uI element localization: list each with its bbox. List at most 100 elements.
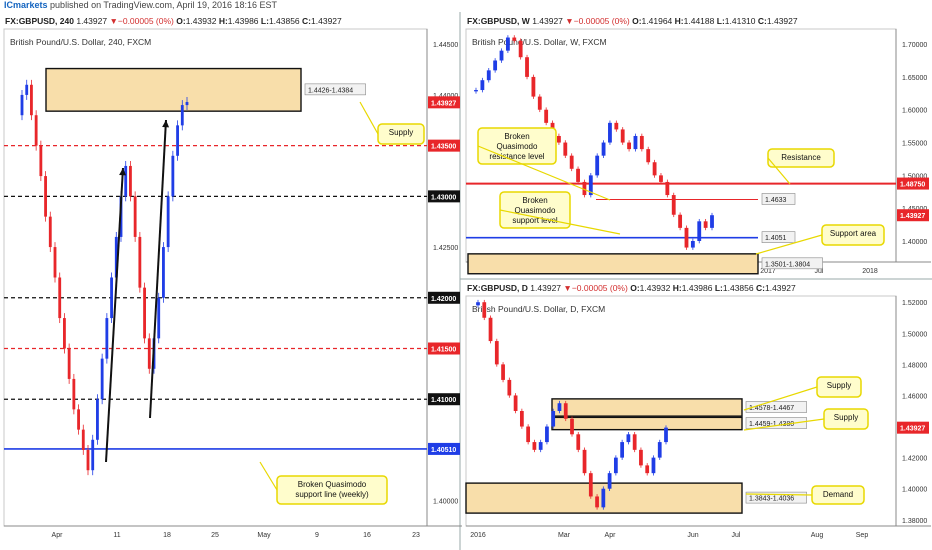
h4-candle-body [133,196,137,237]
daily-zone [465,482,743,514]
weekly-candle-body [646,149,651,163]
daily-supply-callout-2: Supply [834,413,858,422]
h4-x-tick-label: May [257,532,271,539]
daily-candle-body [651,457,656,474]
weekly-level-axis-badge [897,177,929,190]
weekly-candle-body [690,240,695,248]
h4-candle-body [63,318,66,349]
daily-y-tick-label: 1.48000 [902,362,927,369]
daily-y-tick-label: 1.42000 [902,456,927,463]
weekly-candle-body [684,227,689,248]
daily-candle-body [513,395,518,411]
weekly-y-tick-label: 1.50000 [902,173,927,180]
weekly-x-tick-label: 2018 [862,268,878,275]
weekly-level-label-box [761,231,796,243]
weekly-candle-body [697,221,702,241]
daily-candle-body [526,426,531,443]
h4-x-tick-label: 9 [315,532,319,539]
h4-x-tick-label: 25 [211,532,219,539]
h4-candle-body [176,125,179,156]
h4-supply-callout: Supply [389,128,413,137]
weekly-y-tick-label: 1.55000 [902,141,927,148]
weekly-candle-body [474,90,478,92]
h4-candle-body [91,439,95,471]
h4-candle-body [147,338,151,369]
daily-candle-body [620,442,625,458]
weekly-header: FX:GBPUSD, W 1.43927 ▼−0.00005 (0%) O:1.… [467,16,798,26]
weekly-candle-body [576,168,580,182]
daily-last-price-badge [897,421,929,434]
weekly-candle-body [557,135,561,143]
weekly-candle-body [563,142,568,156]
weekly-candle-body [639,135,644,150]
h4-last-price-badge [428,96,460,109]
weekly-y-tick-label: 1.65000 [902,75,927,82]
weekly-resistance-callout: Resistance [781,153,821,162]
weekly-resistance-callout-pointer [767,157,791,185]
h4-level-axis-badge [428,139,460,152]
weekly-level-label: 1.4051 [765,235,787,242]
h4-y-tick-label: 1.40000 [433,499,458,506]
weekly-candle-body [627,142,631,150]
weekly-candle-body [499,50,504,61]
h4-level-axis-label: 1.42000 [431,296,456,303]
h4-chart-title: British Pound/U.S. Dollar, 240, FXCM [10,37,151,47]
h4-candle-body [185,102,189,106]
h4-candle-body [138,236,142,288]
h4-level-axis-badge [428,442,460,455]
weekly-qm-support-callout: Quasimodo [515,206,556,215]
daily-candle-body [626,434,631,443]
h4-level-axis-label: 1.41000 [431,397,456,404]
daily-candle-body [476,302,480,306]
weekly-support-area-callout-pointer [755,234,823,255]
daily-candle-body [570,418,574,435]
weekly-candle-body [703,221,708,228]
h4-candle-body [67,348,71,379]
weekly-candle-body [569,155,574,169]
daily-y-tick-label: 1.38000 [902,518,927,525]
daily-x-tick-label: 2016 [470,532,486,539]
weekly-candle-body [620,129,625,143]
weekly-candle-body [512,37,517,41]
daily-candle-body [519,411,524,427]
weekly-qm-resistance-callout: resistance level [489,152,544,161]
daily-candle-body [538,442,543,450]
weekly-level-label-box [761,193,796,205]
weekly-qm-support-callout-pointer [499,209,621,235]
daily-x-tick-label: Mar [558,532,571,539]
daily-header: FX:GBPUSD, D 1.43927 ▼−0.00005 (0%) O:1.… [467,283,796,293]
weekly-candle-body [493,60,498,71]
daily-y-tick-label: 1.52000 [902,300,927,307]
weekly-last-price-badge [897,209,929,222]
brand-name[interactable]: ICmarkets [4,0,48,10]
h4-candle-body [110,277,113,319]
daily-candle-body [488,317,493,342]
h4-broken-qm-callout: Broken Quasimodo [298,480,367,489]
h4-y-tick-label: 1.42500 [433,245,458,252]
h4-zone [45,67,302,112]
h4-arrow-right-head [162,120,170,128]
h4-header: FX:GBPUSD, 240 1.43927 ▼−0.00005 (0%) O:… [5,16,342,26]
h4-candle-body [53,247,57,278]
daily-zone [551,416,743,431]
weekly-candle-body [652,162,657,176]
daily-candle-body [639,449,643,466]
weekly-candle-body [537,96,542,110]
h4-candle-body [129,165,132,197]
h4-candle-body [81,429,85,450]
weekly-candle-body [582,181,587,196]
weekly-candle-body [678,214,683,228]
h4-supply-callout-pointer [359,101,379,135]
weekly-chart-title: British Pound/U.S. Dollar, W, FXCM [472,37,607,47]
daily-x-tick-label: Aug [811,532,824,539]
h4-level-axis-label: 1.43500 [431,144,456,151]
daily-zone-label-box [745,417,807,429]
h4-candle-body [171,155,175,197]
h4-x-tick-label: 18 [163,532,171,539]
weekly-candle-body [595,155,600,176]
weekly-support-area-callout: Support area [830,229,877,238]
daily-demand-callout: Demand [823,490,853,499]
weekly-candle-body [659,175,663,182]
h4-candle-body [162,247,165,298]
h4-candle-body [157,297,161,339]
